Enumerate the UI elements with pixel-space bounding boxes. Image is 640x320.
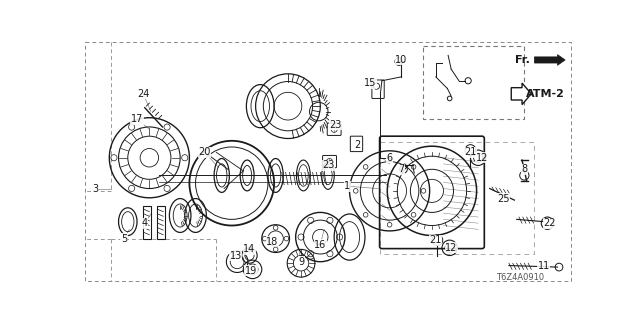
Text: 11: 11 <box>538 260 550 270</box>
Text: 21: 21 <box>429 235 442 245</box>
Text: 18: 18 <box>266 237 278 247</box>
Text: 10: 10 <box>395 55 407 65</box>
Text: 19: 19 <box>245 266 257 276</box>
Polygon shape <box>511 83 531 105</box>
Text: 1: 1 <box>344 181 350 191</box>
FancyArrow shape <box>534 55 565 65</box>
Text: 16: 16 <box>314 240 326 250</box>
Text: 15: 15 <box>364 78 376 88</box>
Text: 5: 5 <box>121 234 127 244</box>
Text: 12: 12 <box>445 243 458 253</box>
Text: 13: 13 <box>230 251 242 260</box>
Text: 21: 21 <box>464 147 477 157</box>
Text: 6: 6 <box>387 153 393 163</box>
Text: 7: 7 <box>398 164 404 174</box>
Text: Fr.: Fr. <box>515 55 530 65</box>
Text: 17: 17 <box>131 114 143 124</box>
Text: 23: 23 <box>330 120 342 130</box>
Text: 24: 24 <box>137 89 149 99</box>
Text: ATM-2: ATM-2 <box>525 89 564 99</box>
Text: 9: 9 <box>298 257 304 267</box>
Bar <box>380 142 534 254</box>
Text: 8: 8 <box>522 164 527 174</box>
Text: 14: 14 <box>243 244 255 254</box>
Text: 22: 22 <box>543 218 556 228</box>
Text: 20: 20 <box>198 147 211 157</box>
Text: T6Z4A0910: T6Z4A0910 <box>497 273 545 282</box>
Text: 4: 4 <box>141 218 148 228</box>
Text: 25: 25 <box>497 194 510 204</box>
Text: 3: 3 <box>92 184 99 194</box>
Text: 12: 12 <box>476 153 488 163</box>
Bar <box>422 46 524 119</box>
Text: 23: 23 <box>322 160 334 171</box>
Text: 2: 2 <box>354 140 360 150</box>
